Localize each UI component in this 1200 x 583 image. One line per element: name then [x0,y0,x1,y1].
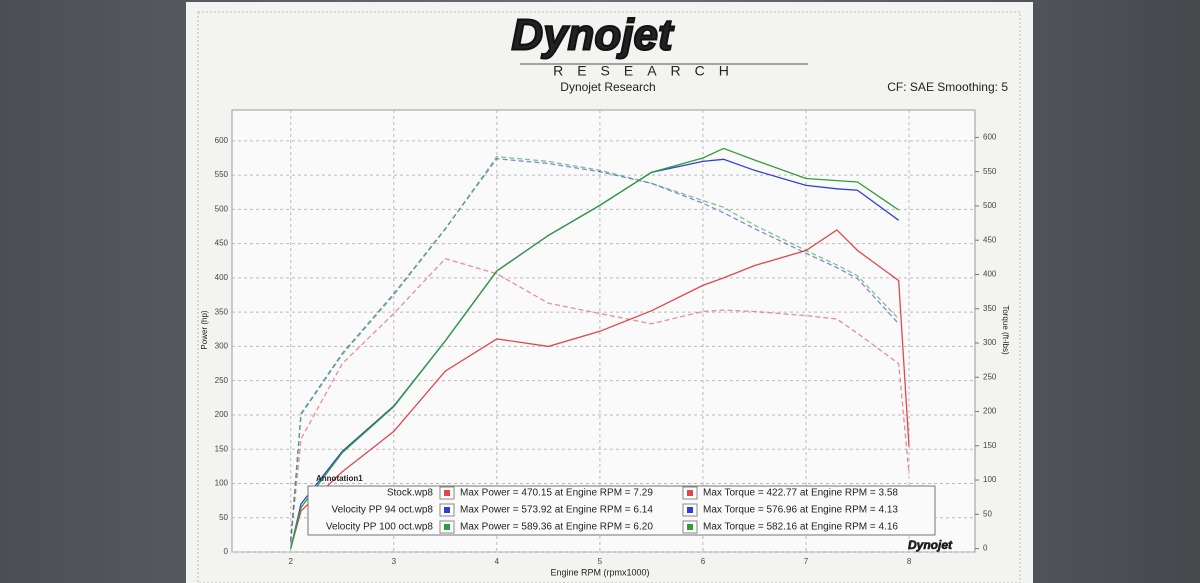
y2-tick-label: 100 [983,475,997,484]
y-tick-label: 250 [215,376,229,385]
x-tick-label: 3 [392,557,397,566]
y2-axis-label: Torque (ft-lbs) [1001,305,1010,355]
legend-max-power: Max Power = 589.36 at Engine RPM = 6.20 [460,522,653,533]
legend-max-power: Max Power = 573.92 at Engine RPM = 6.14 [460,505,653,516]
y-tick-label: 0 [224,547,229,556]
legend-swatch-fill [687,490,693,496]
legend-file: Velocity PP 94 oct.wp8 [331,505,433,516]
legend-swatch-fill [444,507,450,513]
torque-line [290,155,900,542]
x-tick-label: 4 [495,557,500,566]
torque-line [290,158,900,542]
y2-tick-label: 250 [983,372,997,381]
y2-tick-label: 350 [983,304,997,313]
y2-tick-label: 600 [983,133,997,142]
logo-sub: RESEARCH [553,63,743,79]
logo: Dynojet [511,11,675,60]
legend-box [307,485,936,536]
y2-tick-label: 300 [983,338,997,347]
y2-tick-label: 550 [983,167,997,176]
legend-swatch-fill [444,524,450,530]
y-tick-label: 450 [215,239,229,248]
y2-tick-label: 50 [983,509,992,518]
x-axis-label: Engine RPM (rpmx1000) [550,567,649,577]
y-tick-label: 500 [215,204,229,213]
y-tick-label: 400 [215,273,229,282]
y2-tick-label: 450 [983,235,997,244]
y2-tick-label: 500 [983,201,997,210]
chart-subtitle: CF: SAE Smoothing: 5 [887,80,1008,94]
chart-title: Dynojet Research [560,80,655,94]
legend-max-torque: Max Torque = 582.16 at Engine RPM = 4.16 [703,522,898,533]
x-tick-label: 7 [804,557,809,566]
y-tick-label: 150 [215,444,229,453]
x-tick-label: 2 [289,557,294,566]
y2-tick-label: 400 [983,270,997,279]
legend-file: Stock.wp8 [387,488,434,499]
y-tick-label: 550 [215,170,229,179]
y-tick-label: 600 [215,136,229,145]
legend-max-torque: Max Torque = 422.77 at Engine RPM = 3.58 [703,488,898,499]
torque-line [290,257,910,542]
x-tick-label: 6 [701,557,706,566]
plot-area [231,109,976,553]
y2-tick-label: 0 [983,544,988,553]
power-line [290,147,900,549]
y-axis-label: Power (hp) [200,310,209,349]
y-tick-label: 200 [215,410,229,419]
legend-swatch-fill [444,490,450,496]
plot: 2 3 4 5 6 7 8050100150200250300350400450500550… [215,110,997,566]
x-tick-label: 8 [907,557,912,566]
legend-swatch-fill [687,507,693,513]
y2-tick-label: 200 [983,407,997,416]
y2-tick-label: 150 [983,441,997,450]
y-tick-label: 100 [215,479,229,488]
legend-file: Velocity PP 100 oct.wp8 [326,522,434,533]
annotation: Annotation1 [316,474,363,483]
y-tick-label: 50 [219,513,228,522]
power-line [290,229,910,549]
x-tick-label: 5 [598,557,603,566]
y-tick-label: 350 [215,307,229,316]
y-tick-label: 300 [215,342,229,351]
legend-swatch-fill [687,524,693,530]
legend: Stock.wp8 Max Power = 470.15 at Engine RP… [326,486,898,534]
legend-max-torque: Max Torque = 576.96 at Engine RPM = 4.13 [703,505,898,516]
small-logo: Dynojet [908,538,953,552]
legend-max-power: Max Power = 470.15 at Engine RPM = 7.29 [460,488,653,499]
panel-border [197,11,1021,583]
